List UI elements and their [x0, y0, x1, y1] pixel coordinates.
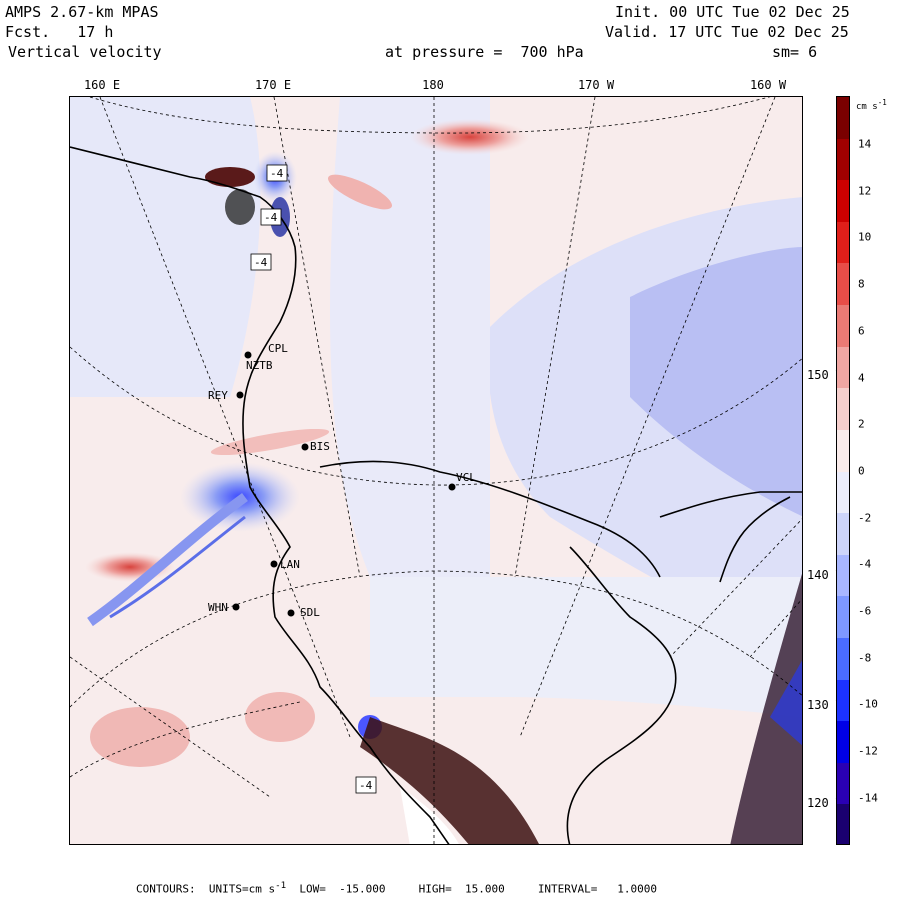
footer-interval: INTERVAL= 1.0000: [537, 882, 658, 896]
colorbar-segment: [837, 637, 849, 681]
station-dot-whn: [232, 603, 240, 611]
lon-label-160e: 160 E: [83, 78, 121, 92]
station-label-sdl: SDL: [300, 606, 320, 619]
colorbar-tick-label: 6: [858, 324, 865, 338]
graticule: [70, 97, 802, 844]
station-label-bis: BIS: [310, 440, 330, 453]
contour-label: -4: [254, 256, 268, 269]
colorbar-segment: [837, 804, 849, 844]
valid-time: Valid. 17 UTC Tue 02 Dec 25: [605, 23, 849, 41]
colorbar-segment: [837, 679, 849, 722]
negative-band-east: [630, 247, 802, 517]
colorbar-tick-label: -2: [858, 511, 872, 525]
lon-label-180: 180: [422, 78, 444, 92]
station-dot-rey: [236, 391, 244, 399]
colorbar-segment: [837, 471, 849, 514]
forecast-hour: Fcst. 17 h: [5, 23, 114, 41]
footer-low: LOW= -15.000: [299, 882, 386, 896]
colorbar-segment: [837, 305, 849, 348]
colorbar-segment: [837, 596, 849, 639]
colorbar-tick-label: -10: [858, 697, 878, 711]
positive-streak: [327, 174, 393, 210]
station-label-rey: REY: [208, 389, 228, 402]
colorbar-tick-label: 10: [858, 230, 872, 244]
model-title: AMPS 2.67-km MPAS: [5, 3, 159, 21]
colorbar-segment: [837, 221, 849, 264]
convective-cluster-east: [730, 573, 802, 844]
colorbar: [836, 96, 850, 845]
smoothing-label: sm= 6: [772, 43, 818, 61]
station-dot-lan: [270, 560, 278, 568]
pressure-level: at pressure = 700 hPa: [385, 43, 584, 61]
colorbar-segment: [837, 388, 849, 431]
lon-label-170e: 170 E: [254, 78, 292, 92]
colorbar-tick-label: 14: [858, 137, 872, 151]
footer-units: UNITS=cm s: [208, 882, 276, 896]
station-dot-cpl: [244, 351, 252, 359]
lon-label-170w: 170 W: [577, 78, 615, 92]
station-label-whn: WHN: [208, 601, 228, 614]
colorbar-segment: [837, 554, 849, 597]
colorbar-segment: [837, 429, 849, 472]
init-time: Init. 00 UTC Tue 02 Dec 25: [615, 3, 850, 21]
negative-region-west: [70, 97, 261, 397]
footer-contours: CONTOURS:: [136, 882, 196, 896]
colorbar-segment: [837, 138, 849, 181]
colorbar-tick-label: 4: [858, 371, 865, 384]
colorbar-segment: [837, 346, 849, 389]
colorbar-tick-label: -8: [858, 651, 872, 665]
colorbar-tick-label: -6: [858, 604, 872, 618]
colorbar-tick-label: 2: [858, 417, 865, 431]
colorbar-segment: [837, 762, 849, 805]
contour-label: -4: [270, 167, 284, 180]
positive-blob: [410, 119, 530, 155]
lon-label-160w: 160 W: [749, 78, 787, 92]
footer-high: HIGH= 15.000: [418, 882, 505, 896]
station-markers: CPL NZTB REY BIS VCL LAN WHN SDL: [208, 342, 476, 619]
coastline: [70, 146, 802, 844]
colorbar-tick-label: 8: [858, 277, 865, 291]
colorbar-tick-label: 12: [858, 184, 872, 198]
contour-labels: -4 -4 -4 -4: [250, 164, 377, 794]
station-label-nztb: NZTB: [246, 359, 273, 372]
negative-region-plateau: [370, 577, 802, 717]
negative-region-ross: [330, 97, 490, 577]
contour-label: -4: [264, 211, 278, 224]
colorbar-segment: [837, 513, 849, 556]
negative-streak: [87, 492, 248, 627]
station-label-lan: LAN: [280, 558, 300, 571]
contour-label: -4: [359, 779, 373, 792]
map-panel: CPL NZTB REY BIS VCL LAN WHN SDL -4 -4 -…: [69, 96, 803, 845]
station-dot-sdl: [287, 609, 295, 617]
colorbar-segment: [837, 97, 849, 140]
station-dot-vcl: [448, 483, 456, 491]
station-dot-bis: [301, 443, 309, 451]
station-label-vcl: VCL: [456, 471, 476, 484]
velocity-map: CPL NZTB REY BIS VCL LAN WHN SDL -4 -4 -…: [70, 97, 802, 844]
contour-info: CONTOURS: UNITS=cm s-1 LOW= -15.000 HIGH…: [136, 880, 658, 896]
colorbar-segment: [837, 263, 849, 306]
colorbar-segment: [837, 180, 849, 223]
colorbar-segment: [837, 721, 849, 764]
station-label-cpl: CPL: [268, 342, 288, 355]
colorbar-tick-label: 0: [858, 464, 865, 478]
field-name: Vertical velocity: [8, 43, 162, 61]
positive-blob: [245, 692, 315, 742]
positive-blob: [90, 707, 190, 767]
colorbar-tick-label: -14: [858, 791, 878, 805]
negative-streak: [109, 515, 246, 619]
convective-cluster-north: [205, 167, 290, 237]
colorbar-units: cm s-1: [856, 98, 887, 112]
colorbar-tick-label: -12: [858, 744, 878, 758]
positive-streak: [210, 428, 330, 456]
colorbar-tick-label: -4: [858, 557, 872, 571]
